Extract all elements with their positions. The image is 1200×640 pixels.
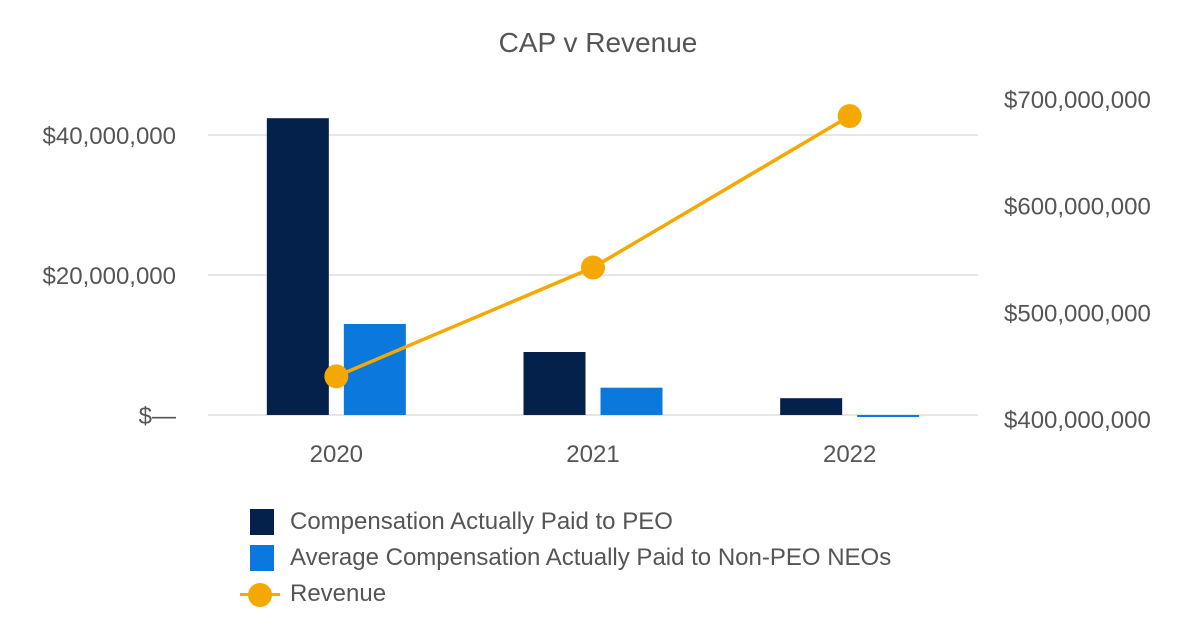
legend-item-non-peo: Average Compensation Actually Paid to No… [240, 540, 891, 576]
bar-peo-2022 [780, 398, 843, 415]
x-axis-tick-label: 2021 [566, 441, 619, 468]
x-axis-tick-label: 2020 [310, 441, 363, 468]
bar-peo-2020 [266, 118, 329, 415]
revenue-point-2021 [581, 255, 605, 280]
legend-swatch-non-peo [250, 545, 274, 571]
legend-swatch-peo [250, 509, 274, 535]
right-axis-tick-label: $700,000,000 [1004, 87, 1151, 114]
right-axis-tick-label: $500,000,000 [1004, 300, 1151, 327]
legend: Compensation Actually Paid to PEO Averag… [240, 504, 891, 612]
revenue-point-2020 [324, 364, 349, 389]
revenue-point-2022 [837, 104, 862, 129]
legend-label-revenue: Revenue [290, 580, 387, 607]
right-axis-tick-label: $400,000,000 [1004, 407, 1151, 434]
chart-title: CAP v Revenue [499, 27, 698, 58]
bar-non-peo-2021 [600, 387, 663, 415]
legend-label-non-peo: Average Compensation Actually Paid to No… [290, 544, 892, 571]
legend-item-revenue: Revenue [240, 576, 891, 612]
legend-marker-revenue [240, 581, 280, 607]
left-axis-tick-label: $40,000,000 [43, 123, 176, 150]
right-axis-tick-label: $600,000,000 [1004, 194, 1151, 221]
x-axis-tick-label: 2022 [823, 441, 876, 468]
legend-item-peo: Compensation Actually Paid to PEO [240, 504, 891, 540]
bar-non-peo-2022 [857, 415, 920, 417]
left-axis-tick-label: $20,000,000 [43, 263, 176, 290]
left-axis-tick-label: $— [139, 403, 176, 430]
legend-label-peo: Compensation Actually Paid to PEO [290, 508, 673, 535]
revenue-line [335, 114, 851, 378]
bar-peo-2021 [523, 352, 586, 415]
